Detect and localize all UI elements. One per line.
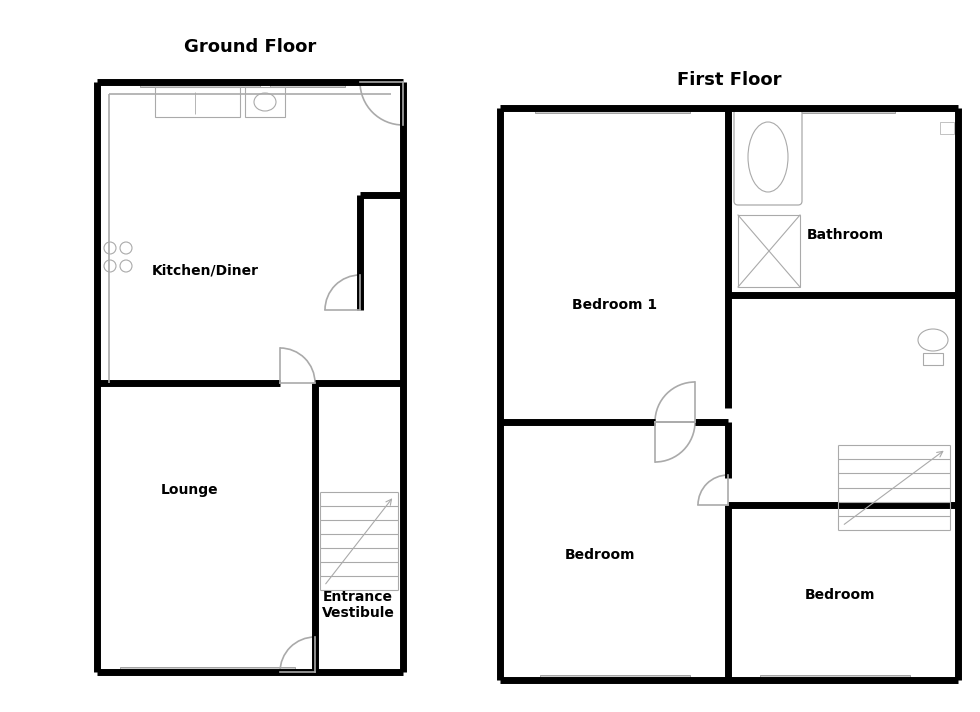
Bar: [155, 87, 240, 117]
Bar: [535, 108, 690, 113]
Bar: [923, 353, 943, 365]
FancyBboxPatch shape: [734, 109, 802, 205]
Bar: [270, 82, 345, 87]
Text: Entrance
Vestibule: Entrance Vestibule: [321, 590, 394, 620]
Bar: [740, 108, 895, 113]
Text: Bedroom: Bedroom: [564, 548, 635, 562]
Bar: [940, 122, 954, 134]
Text: Bedroom: Bedroom: [805, 588, 875, 602]
Bar: [245, 87, 285, 117]
Bar: [540, 675, 690, 680]
Text: Bedroom 1: Bedroom 1: [572, 298, 658, 312]
Text: Lounge: Lounge: [161, 483, 219, 497]
Ellipse shape: [748, 122, 788, 192]
Text: Bathroom: Bathroom: [807, 228, 884, 242]
Bar: [760, 675, 910, 680]
Text: First Floor: First Floor: [677, 71, 781, 89]
Ellipse shape: [918, 329, 948, 351]
Bar: [738, 215, 800, 287]
Text: Kitchen/Diner: Kitchen/Diner: [152, 263, 259, 277]
Bar: [140, 82, 260, 87]
Text: Ground Floor: Ground Floor: [184, 38, 317, 56]
Ellipse shape: [254, 93, 276, 111]
Bar: [120, 667, 295, 672]
